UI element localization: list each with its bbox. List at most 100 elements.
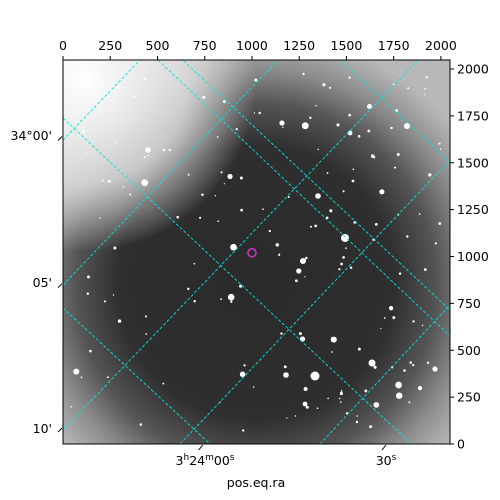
star xyxy=(424,87,427,90)
star xyxy=(409,361,413,364)
star xyxy=(294,415,297,417)
star xyxy=(217,220,220,223)
star xyxy=(100,107,102,109)
star xyxy=(364,389,368,393)
star xyxy=(316,407,319,409)
dec-label-1: 34°00' xyxy=(11,128,53,143)
star xyxy=(357,347,361,351)
star xyxy=(351,179,355,183)
star xyxy=(305,405,309,409)
grid-line xyxy=(63,307,211,444)
top-x-tick-label: 1000 xyxy=(236,38,268,53)
star xyxy=(340,390,343,392)
star xyxy=(230,300,233,303)
star xyxy=(331,351,333,353)
image-layer xyxy=(63,60,450,444)
bright-star xyxy=(404,123,410,129)
star xyxy=(434,242,437,245)
star xyxy=(176,215,179,219)
bright-star xyxy=(347,130,353,136)
dec-label-2: 05' xyxy=(33,275,52,290)
grid-line xyxy=(179,159,450,444)
star xyxy=(253,112,256,114)
star xyxy=(168,148,171,152)
grid-line xyxy=(63,60,279,286)
dec-label-3: 10' xyxy=(33,421,52,436)
star xyxy=(338,268,341,271)
star xyxy=(326,172,329,174)
star xyxy=(235,127,238,131)
right-y-tick-label: 1500 xyxy=(457,155,489,170)
star xyxy=(242,429,245,432)
dec-tick xyxy=(57,283,63,289)
star xyxy=(239,176,243,180)
top-x-tick-label: 1750 xyxy=(378,38,410,53)
star xyxy=(426,361,430,364)
right-y-tick-label: 500 xyxy=(457,343,481,358)
star xyxy=(348,113,352,117)
star xyxy=(330,337,333,339)
star xyxy=(223,183,226,185)
star xyxy=(99,217,101,219)
star xyxy=(340,401,342,403)
star xyxy=(370,154,375,158)
star xyxy=(304,276,306,278)
star xyxy=(230,243,237,251)
star xyxy=(348,76,351,79)
right-y-tick-label: 0 xyxy=(457,437,465,452)
star xyxy=(390,126,393,130)
coordinate-grid xyxy=(63,60,450,444)
star xyxy=(143,156,146,159)
bright-star xyxy=(315,193,321,199)
star xyxy=(81,130,85,133)
ra-tick xyxy=(198,444,204,451)
star xyxy=(87,275,90,279)
star xyxy=(339,391,343,396)
star xyxy=(199,216,202,219)
star xyxy=(144,315,148,318)
grid-line xyxy=(63,60,419,431)
bright-star xyxy=(300,258,306,264)
star xyxy=(406,235,409,238)
star xyxy=(424,94,426,96)
svg-text:30s: 30s xyxy=(376,453,397,468)
star xyxy=(438,142,441,145)
star xyxy=(367,104,372,109)
star xyxy=(379,189,385,195)
star xyxy=(374,223,378,226)
star xyxy=(439,148,442,150)
top-x-tick-label: 2000 xyxy=(425,38,457,53)
star xyxy=(162,382,165,385)
star xyxy=(296,268,302,274)
ra-label-1-hours: 3 xyxy=(176,453,184,468)
dec-tick xyxy=(57,136,63,141)
star xyxy=(367,129,371,133)
star xyxy=(216,136,219,138)
star xyxy=(275,243,280,247)
dec-tick xyxy=(57,427,63,433)
star xyxy=(187,173,190,176)
star xyxy=(438,222,442,225)
star xyxy=(369,425,373,429)
star xyxy=(314,224,318,228)
star xyxy=(309,116,312,119)
star xyxy=(239,371,246,378)
top-x-tick-label: 750 xyxy=(193,38,217,53)
star xyxy=(309,225,312,228)
star xyxy=(193,300,196,303)
bright-star xyxy=(145,147,151,153)
star xyxy=(349,266,353,270)
grid-line xyxy=(319,304,450,444)
star xyxy=(240,208,243,212)
star xyxy=(103,300,106,303)
star xyxy=(139,423,143,426)
star xyxy=(352,168,355,171)
bright-star xyxy=(302,401,308,407)
star xyxy=(143,77,146,81)
star xyxy=(423,268,427,271)
star xyxy=(286,417,288,419)
star xyxy=(214,195,217,197)
star xyxy=(107,376,109,379)
star xyxy=(412,320,415,323)
star xyxy=(101,179,104,182)
